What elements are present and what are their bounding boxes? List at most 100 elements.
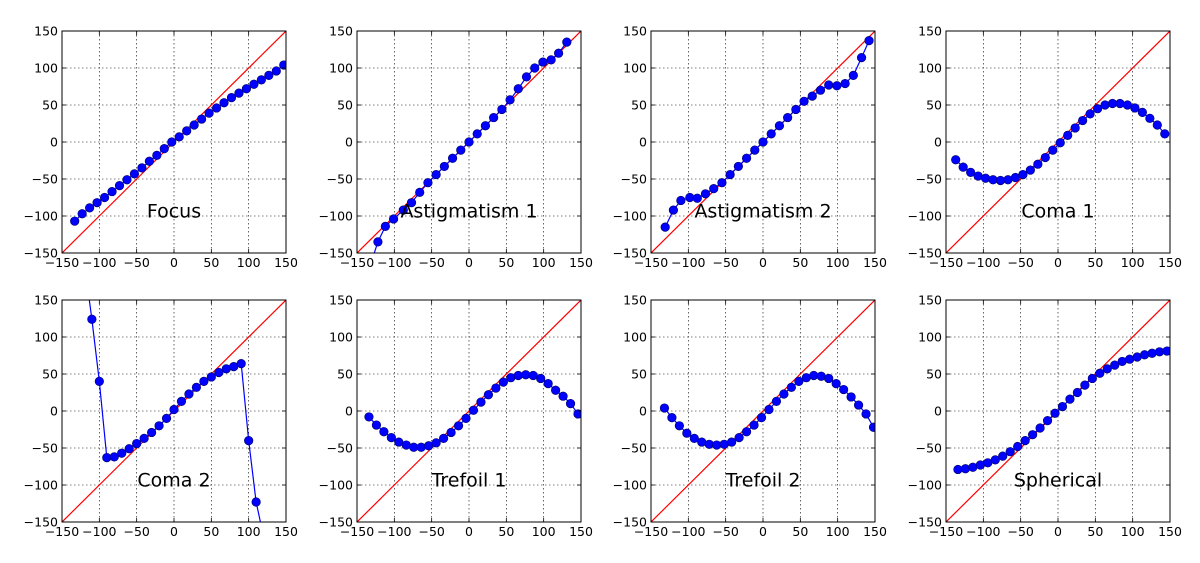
- plot-content: [946, 300, 1170, 522]
- plot-content: [651, 31, 875, 253]
- data-point: [1057, 401, 1068, 412]
- data-point: [839, 384, 849, 395]
- x-tick-label: −50: [1007, 524, 1033, 539]
- data-point: [144, 156, 154, 166]
- x-tick-label: −50: [418, 524, 444, 539]
- data-point: [546, 55, 556, 65]
- data-point: [1110, 360, 1120, 370]
- y-tick-label: 50: [631, 98, 647, 113]
- panel-title: Astigmatism 1: [400, 200, 537, 222]
- x-tick-label: 0: [465, 524, 473, 539]
- data-point: [184, 389, 194, 399]
- plot-content: [62, 31, 286, 253]
- y-tick-label: −50: [621, 441, 647, 456]
- data-point: [513, 84, 523, 94]
- data-point: [226, 92, 237, 103]
- data-point: [749, 420, 759, 430]
- x-tick-label: −100: [377, 255, 411, 270]
- data-point: [124, 444, 134, 454]
- x-tick-label: 0: [170, 255, 178, 270]
- y-tick-label: 0: [934, 135, 942, 150]
- x-tick-label: −100: [671, 255, 705, 270]
- x-tick-label: 50: [792, 524, 808, 539]
- data-point: [1063, 130, 1073, 140]
- y-tick-label: −150: [24, 515, 58, 530]
- data-point: [439, 161, 449, 172]
- x-tick-label: −50: [418, 255, 444, 270]
- x-tick-label: −50: [712, 524, 738, 539]
- x-tick-label: 0: [465, 255, 473, 270]
- data-point: [980, 173, 991, 183]
- data-point: [386, 433, 396, 443]
- data-point: [1160, 129, 1170, 139]
- data-point: [779, 389, 789, 399]
- data-point: [700, 189, 711, 199]
- x-tick-label: −150: [634, 255, 668, 270]
- y-tick-label: 0: [50, 135, 58, 150]
- data-point: [107, 186, 117, 197]
- data-point: [846, 392, 856, 402]
- data-point: [1095, 368, 1105, 378]
- data-point: [565, 399, 576, 409]
- data-point: [689, 433, 699, 443]
- data-point: [219, 98, 229, 108]
- y-tick-label: 100: [329, 330, 353, 345]
- y-tick-label: −50: [621, 172, 647, 187]
- data-point: [815, 85, 826, 95]
- data-point: [447, 153, 458, 163]
- data-point: [668, 205, 679, 215]
- data-point: [692, 193, 702, 203]
- data-point: [791, 104, 801, 115]
- y-tick-label: 100: [623, 61, 647, 76]
- y-tick-label: 0: [345, 135, 353, 150]
- x-tick-label: −150: [340, 524, 374, 539]
- data-point: [1028, 430, 1038, 440]
- x-tick-label: 150: [1158, 524, 1182, 539]
- data-point: [169, 404, 179, 415]
- y-tick-label: 150: [329, 24, 353, 39]
- data-point: [741, 427, 752, 437]
- identity-line: [651, 300, 875, 522]
- chart-panel: −150 −100 −50 0 50 100 150−150−100−50050100150…: [613, 24, 887, 271]
- data-point: [990, 455, 1000, 465]
- x-tick-label: 50: [498, 255, 514, 270]
- data-point: [406, 198, 417, 208]
- x-tick-label: 100: [826, 524, 850, 539]
- data-point: [832, 81, 842, 91]
- x-tick-label: 150: [569, 255, 593, 270]
- y-tick-label: −100: [613, 209, 647, 224]
- data-point: [840, 78, 850, 89]
- data-point: [236, 359, 246, 369]
- data-point: [174, 132, 184, 142]
- data-point: [256, 75, 266, 85]
- data-point: [758, 137, 768, 147]
- data-point: [794, 376, 804, 387]
- data-point: [551, 385, 561, 395]
- y-tick-label: −50: [327, 441, 353, 456]
- x-tick-label: 100: [532, 255, 556, 270]
- data-point: [1162, 346, 1170, 356]
- data-point: [431, 438, 441, 448]
- data-point: [204, 108, 214, 118]
- chart-panel: −150 −100 −50 0 50 100 150−150−100−50050100150…: [24, 24, 298, 271]
- data-point: [137, 163, 147, 173]
- y-tick-label: 50: [337, 367, 353, 382]
- y-tick-label: −50: [32, 441, 58, 456]
- data-point: [439, 433, 449, 443]
- x-tick-label: 0: [759, 255, 767, 270]
- data-point: [197, 114, 207, 124]
- chart-panel: −150 −100 −50 0 50 100 150−150−100−50050100150…: [319, 293, 593, 540]
- data-point: [856, 53, 867, 63]
- data-point: [249, 79, 259, 89]
- y-tick-label: −100: [319, 209, 353, 224]
- data-point: [264, 70, 274, 80]
- y-tick-label: 50: [926, 367, 942, 382]
- x-tick-label: −150: [929, 524, 963, 539]
- data-point: [960, 464, 971, 474]
- data-point: [774, 121, 785, 131]
- x-tick-label: 150: [863, 524, 887, 539]
- y-tick-label: −150: [613, 246, 647, 261]
- data-point: [373, 237, 383, 247]
- x-tick-label: 50: [1087, 524, 1103, 539]
- y-tick-label: 100: [623, 330, 647, 345]
